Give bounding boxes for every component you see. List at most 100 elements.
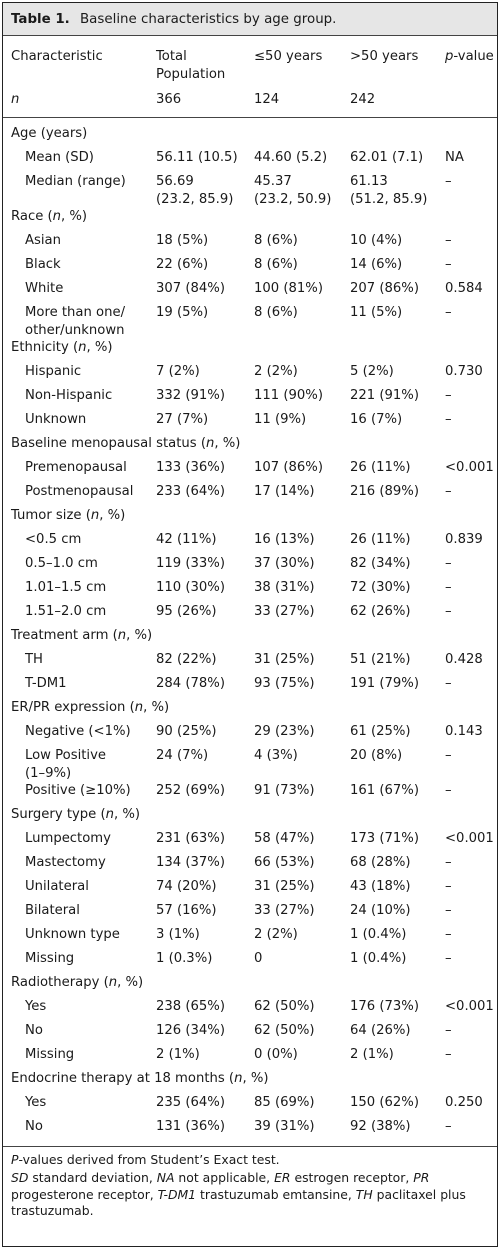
row-label: Hispanic: [25, 364, 82, 379]
table-cell: 26 (11%): [350, 460, 411, 475]
table-cell: 110 (30%): [156, 580, 225, 595]
table-cell: 22 (6%): [156, 257, 209, 272]
table-cell: 37 (30%): [254, 556, 315, 571]
table-cell: –: [445, 1023, 452, 1038]
row-label: Low Positive: [25, 748, 106, 763]
table-cell: –: [445, 174, 452, 189]
table-cell: 0.250: [445, 1095, 483, 1110]
table-cell: 161 (67%): [350, 783, 419, 798]
table-cell: (51.2, 85.9): [350, 191, 428, 207]
section-label: Surgery type (n, %): [11, 807, 141, 822]
table-cell: 93 (75%): [254, 676, 315, 691]
table-cell: 57 (16%): [156, 903, 217, 918]
table-cell: 82 (34%): [350, 556, 411, 571]
table-cell: –: [445, 412, 452, 427]
footnote: SD standard deviation, NA not applicable…: [11, 1170, 466, 1218]
table-cell: –: [445, 556, 452, 571]
row-label: Yes: [25, 999, 47, 1014]
table-cell: 0.584: [445, 281, 483, 296]
table-cell: 0.730: [445, 364, 483, 379]
table-cell: 62 (50%): [254, 1023, 315, 1038]
table-cell: 332 (91%): [156, 388, 225, 403]
table-cell: 2 (1%): [350, 1047, 394, 1062]
table-cell: 1 (0.4%): [350, 927, 407, 942]
table-cell: 134 (37%): [156, 855, 225, 870]
table-cell: 3 (1%): [156, 927, 200, 942]
table-label: Table 1.: [11, 12, 70, 27]
row-label: Bilateral: [25, 903, 80, 918]
row-label: No: [25, 1023, 43, 1038]
table-cell: 231 (63%): [156, 831, 225, 846]
table-cell: 191 (79%): [350, 676, 419, 691]
table-cell: 92 (38%): [350, 1119, 411, 1134]
table-cell: 26 (11%): [350, 532, 411, 547]
table-cell: 16 (7%): [350, 412, 403, 427]
header-rule: [3, 117, 497, 118]
table-cell: 7 (2%): [156, 364, 200, 379]
table-cell: 68 (28%): [350, 855, 411, 870]
table-cell: 74 (20%): [156, 879, 217, 894]
row-label: Black: [25, 257, 61, 272]
section-label: Endocrine therapy at 18 months (n, %): [11, 1071, 269, 1086]
row-label: Unknown: [25, 412, 87, 427]
row-label: T-DM1: [25, 676, 67, 691]
table-cell: 1 (0.3%): [156, 951, 213, 966]
n-row-cell: 242: [350, 92, 376, 107]
table-cell: 16 (13%): [254, 532, 315, 547]
table-cell: 17 (14%): [254, 484, 315, 499]
table-cell: –: [445, 1119, 452, 1134]
table-cell: 33 (27%): [254, 604, 315, 619]
column-header: Population: [156, 66, 226, 82]
table-cell: 91 (73%): [254, 783, 315, 798]
row-label: Mastectomy: [25, 855, 106, 870]
table-cell: 29 (23%): [254, 724, 315, 739]
table-cell: 8 (6%): [254, 233, 298, 248]
table-cell: 284 (78%): [156, 676, 225, 691]
column-header: >50 years: [350, 49, 419, 64]
table-cell: –: [445, 305, 452, 320]
row-label: other/unknown: [25, 322, 125, 338]
table-cell: 8 (6%): [254, 305, 298, 320]
row-label: TH: [25, 652, 43, 667]
footnote: P-values derived from Student’s Exact te…: [11, 1152, 280, 1167]
table-cell: 0.839: [445, 532, 483, 547]
table-cell: 90 (25%): [156, 724, 217, 739]
table-cell: –: [445, 484, 452, 499]
row-label: 0.5–1.0 cm: [25, 556, 98, 571]
row-label: Unilateral: [25, 879, 89, 894]
section-label: Age (years): [11, 126, 88, 141]
table-title: Baseline characteristics by age group.: [80, 12, 337, 27]
table-cell: 100 (81%): [254, 281, 323, 296]
table-cell: (23.2, 50.9): [254, 191, 332, 207]
row-label: Non-Hispanic: [25, 388, 113, 403]
table-cell: 62 (26%): [350, 604, 411, 619]
table-cell: 150 (62%): [350, 1095, 419, 1110]
table-cell: 126 (34%): [156, 1023, 225, 1038]
table-cell: 10 (4%): [350, 233, 403, 248]
table-cell: –: [445, 903, 452, 918]
row-label: Missing: [25, 1047, 75, 1062]
footer-rule: [3, 1146, 497, 1147]
row-label: Mean (SD): [25, 150, 94, 165]
table-cell: 133 (36%): [156, 460, 225, 475]
table-cell: 2 (1%): [156, 1047, 200, 1062]
table-cell: –: [445, 604, 452, 619]
table-cell: 38 (31%): [254, 580, 315, 595]
row-label: Median (range): [25, 174, 126, 189]
n-row-cell: n: [11, 92, 20, 107]
table-cell: –: [445, 855, 452, 870]
table-cell: 176 (73%): [350, 999, 419, 1014]
table-cell: 44.60 (5.2): [254, 150, 328, 165]
table-cell: 2 (2%): [254, 927, 298, 942]
table-cell: 233 (64%): [156, 484, 225, 499]
table-cell: 11 (5%): [350, 305, 403, 320]
table-cell: 64 (26%): [350, 1023, 411, 1038]
column-header: Total: [156, 49, 187, 64]
table-cell: 43 (18%): [350, 879, 411, 894]
row-label: Missing: [25, 951, 75, 966]
row-label: Negative (<1%): [25, 724, 131, 739]
table-cell: 173 (71%): [350, 831, 419, 846]
row-label: Unknown type: [25, 927, 120, 942]
table-cell: <0.001: [445, 999, 494, 1014]
table-cell: 307 (84%): [156, 281, 225, 296]
